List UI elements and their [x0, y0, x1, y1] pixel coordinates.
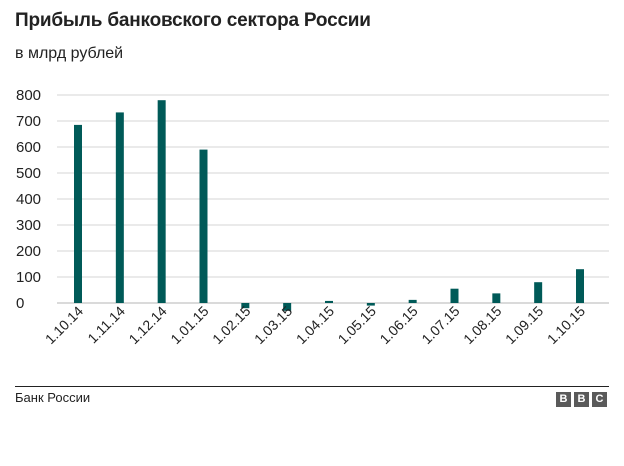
chart-title: Прибыль банковского сектора России	[15, 10, 371, 31]
x-tick-label: 1.10.14	[42, 303, 86, 347]
bar	[325, 300, 333, 303]
x-tick-label: 1.01.15	[167, 303, 211, 347]
logo-letter: C	[592, 392, 607, 407]
x-tick-label: 1.08.15	[460, 303, 504, 347]
source-label: Банк России	[15, 390, 91, 405]
bar	[241, 303, 250, 309]
x-axis-ticks: 1.10.141.11.141.12.141.01.151.02.151.03.…	[42, 303, 588, 347]
bar	[408, 299, 417, 303]
x-tick-label: 1.02.15	[209, 303, 253, 347]
bars	[74, 100, 584, 311]
y-tick-label: 800	[16, 87, 41, 104]
y-axis-ticks: 0 100 200 300 400 500 600 700 800	[16, 87, 41, 312]
bbc-logo: B B C	[556, 392, 607, 407]
y-tick-label: 700	[16, 113, 41, 130]
footer-divider	[15, 386, 609, 387]
bar	[283, 303, 292, 311]
y-tick-label: 600	[16, 139, 41, 156]
y-tick-label: 100	[16, 269, 41, 286]
x-tick-label: 1.04.15	[293, 303, 337, 347]
logo-letter: B	[574, 392, 589, 407]
y-tick-label: 200	[16, 243, 41, 260]
bar	[115, 112, 124, 303]
x-tick-label: 1.05.15	[335, 303, 379, 347]
bar	[74, 124, 82, 304]
x-tick-label: 1.11.14	[84, 303, 128, 347]
bar	[199, 149, 208, 303]
x-tick-label: 1.06.15	[376, 303, 420, 347]
bar	[534, 282, 543, 303]
bar	[576, 269, 584, 303]
logo-letter: B	[556, 392, 571, 407]
x-tick-label: 1.07.15	[418, 303, 462, 347]
bar-chart: 0 100 200 300 400 500 600 700 800 1.10.141.11.14…	[16, 87, 609, 347]
bar	[157, 100, 166, 303]
y-tick-label: 300	[16, 217, 41, 234]
x-tick-label: 1.10.15	[544, 303, 588, 347]
x-tick-label: 1.09.15	[502, 303, 546, 347]
chart-subtitle: в млрд рублей	[15, 45, 124, 62]
bar	[492, 293, 501, 303]
gridlines	[57, 94, 609, 304]
y-tick-label: 400	[16, 191, 41, 208]
bar	[366, 303, 375, 306]
bar	[450, 288, 459, 303]
y-tick-label: 0	[16, 295, 24, 312]
x-tick-label: 1.12.14	[125, 303, 169, 347]
x-tick-label: 1.03.15	[251, 303, 295, 347]
y-tick-label: 500	[16, 165, 41, 182]
